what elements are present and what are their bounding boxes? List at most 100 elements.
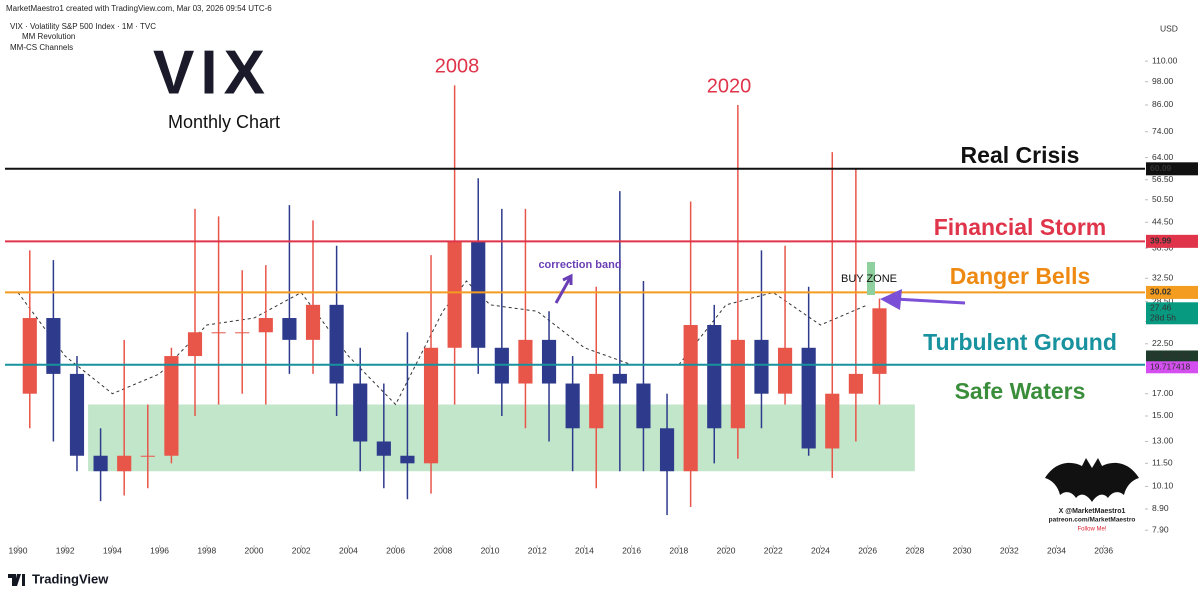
created-note: MarketMaestro1 created with TradingView.… [6, 4, 272, 13]
candle-body [353, 383, 368, 442]
y-tick-label: 74.00 [1152, 126, 1174, 136]
footer-brand: TradingView [32, 571, 109, 586]
level-name: Danger Bells [950, 263, 1091, 289]
candle-body [69, 373, 85, 456]
y-tick-label: 56.50 [1152, 174, 1174, 184]
x-tick-label: 1994 [103, 545, 122, 555]
x-tick-label: 2002 [292, 545, 311, 555]
y-tick-label: 64.00 [1152, 152, 1174, 162]
candle-body [164, 356, 179, 456]
price-tag [1146, 361, 1198, 374]
candle-body [400, 455, 415, 464]
price-tag [1146, 285, 1198, 299]
x-tick-label: 1996 [150, 545, 169, 555]
x-tick-label: 1990 [9, 545, 28, 555]
y-tick-label: 17.00 [1152, 388, 1174, 398]
price-tag-label: 27.46 [1150, 303, 1172, 313]
candle-body [848, 373, 863, 394]
y-tick-label: 15.00 [1152, 410, 1174, 420]
candle-body [565, 383, 580, 429]
arrow [554, 273, 573, 304]
indicator: MM-CS Channels [10, 43, 73, 52]
x-tick-label: 2036 [1094, 545, 1113, 555]
x-tick-label: 2006 [386, 545, 405, 555]
candle-body [46, 318, 61, 374]
title: VIX [153, 38, 271, 107]
y-tick-label: 10.10 [1152, 481, 1174, 491]
level-name: Turbulent Ground [923, 329, 1117, 355]
annotation: 2008 [435, 55, 480, 77]
level-name: Financial Storm [934, 214, 1107, 240]
candle-body [329, 304, 344, 384]
x-tick-label: 2028 [905, 545, 924, 555]
footer-logo: TradingView [8, 571, 109, 586]
x-tick-label: 2014 [575, 545, 594, 555]
tv-icon [8, 574, 25, 586]
price-tag [1146, 350, 1198, 363]
candle-body [659, 428, 675, 472]
plot-area [5, 85, 1145, 516]
annotation: 2020 [707, 75, 752, 97]
candle-body [305, 304, 321, 340]
price-tag-label: 60.09 [1150, 163, 1172, 173]
candle-body [683, 325, 698, 472]
x-tick-label: 2034 [1047, 545, 1066, 555]
x-tick-label: 2010 [481, 545, 500, 555]
candle-body [22, 318, 37, 394]
indicator: MM Revolution [22, 32, 75, 41]
bat-icon [1045, 458, 1139, 502]
candle-body [541, 339, 557, 384]
x-tick-label: 2032 [1000, 545, 1019, 555]
y-tick-label: 44.50 [1152, 217, 1174, 227]
buy-zone-marker [867, 262, 875, 295]
x-tick-label: 2000 [245, 545, 264, 555]
candle-body [140, 455, 155, 457]
y-tick-label: 22.50 [1152, 338, 1174, 348]
y-tick-label: 86.00 [1152, 99, 1174, 109]
y-tick-label: 8.90 [1152, 503, 1169, 513]
x-tick-label: 2022 [764, 545, 783, 555]
price-tag [1146, 234, 1198, 248]
y-tick-label: 13.00 [1152, 436, 1174, 446]
candle-body [187, 332, 203, 357]
price-tag-label: 39.99 [1150, 236, 1172, 246]
x-tick-label: 2020 [717, 545, 736, 555]
watermark-text: X @MarketMaestro1 [1059, 508, 1126, 515]
candle-body [376, 441, 391, 456]
candle-body [471, 241, 486, 348]
candle-body [636, 383, 651, 429]
subtitle: Monthly Chart [168, 112, 280, 132]
candle-body [518, 339, 533, 384]
watermark-logo: X @MarketMaestro1 patreon.com/MarketMaes… [1045, 458, 1139, 533]
price-tag [1146, 162, 1198, 176]
y-tick-label: 50.50 [1152, 194, 1174, 204]
arrow [894, 297, 966, 305]
candle-body [801, 347, 816, 449]
x-tick-label: 2012 [528, 545, 547, 555]
candle-body [707, 325, 722, 429]
candle-body [872, 308, 887, 374]
candle-body [282, 318, 297, 340]
y-tick-label: 98.00 [1152, 76, 1174, 86]
x-tick-label: 2026 [858, 545, 877, 555]
y-tick-label: 11.50 [1152, 458, 1173, 468]
y-tick-label: 7.90 [1152, 524, 1169, 534]
candle-body [211, 332, 226, 334]
candle-body [235, 332, 250, 334]
y-tick-label: 110.00 [1152, 55, 1178, 65]
candle-body [258, 318, 273, 333]
x-tick-label: 2024 [811, 545, 830, 555]
x-tick-label: 1998 [197, 545, 216, 555]
annotation: BUY ZONE [841, 273, 897, 285]
candle-body [754, 339, 769, 394]
candle-body [93, 455, 108, 472]
candle-body [423, 347, 439, 464]
level-name: Safe Waters [955, 378, 1086, 404]
price-tag [1146, 302, 1198, 325]
price-tag-sub: 28d 5h [1150, 313, 1176, 323]
candle-body [117, 455, 132, 472]
candle-body [589, 373, 604, 429]
candle-body [730, 339, 745, 429]
